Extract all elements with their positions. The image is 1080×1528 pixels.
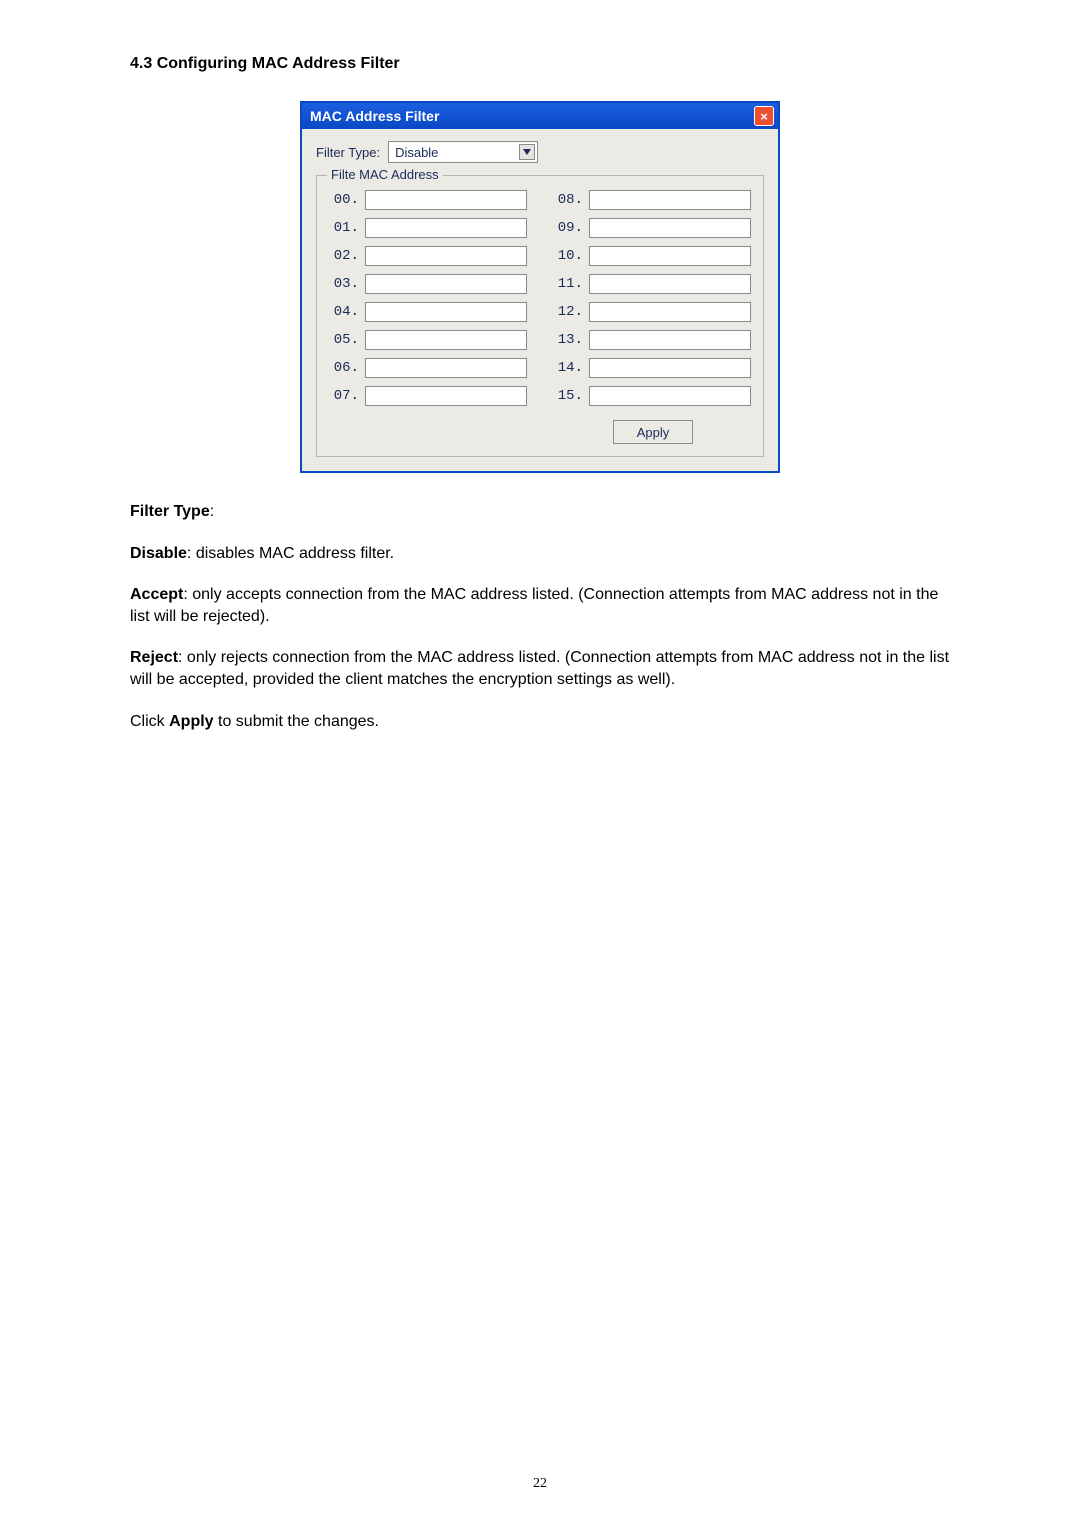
mac-label: 00. xyxy=(329,192,359,208)
mac-label: 05. xyxy=(329,332,359,348)
close-glyph: × xyxy=(760,110,768,123)
mac-input-08[interactable] xyxy=(589,190,751,210)
dialog-title: MAC Address Filter xyxy=(310,108,439,124)
mac-row: 11. xyxy=(553,274,751,294)
mac-input-11[interactable] xyxy=(589,274,751,294)
body-text: Filter Type: Disable: disables MAC addre… xyxy=(130,501,950,732)
chevron-down-icon xyxy=(519,144,535,160)
apply-bold: Apply xyxy=(169,713,213,730)
section-heading: 4.3 Configuring MAC Address Filter xyxy=(130,55,950,73)
mac-label: 03. xyxy=(329,276,359,292)
filter-type-label: Filter Type: xyxy=(316,145,380,160)
groupbox-legend: Filte MAC Address xyxy=(327,167,443,182)
mac-row: 00. xyxy=(329,190,527,210)
mac-input-14[interactable] xyxy=(589,358,751,378)
click-post: to submit the changes. xyxy=(214,713,379,730)
reject-label: Reject xyxy=(130,649,178,666)
mac-row: 01. xyxy=(329,218,527,238)
click-pre: Click xyxy=(130,713,169,730)
mac-label: 11. xyxy=(553,276,583,292)
reject-text: : only rejects connection from the MAC a… xyxy=(130,649,949,688)
mac-label: 14. xyxy=(553,360,583,376)
apply-button-label: Apply xyxy=(637,425,670,440)
mac-row: 15. xyxy=(553,386,751,406)
mac-row: 13. xyxy=(553,330,751,350)
mac-row: 12. xyxy=(553,302,751,322)
mac-label: 02. xyxy=(329,248,359,264)
accept-text: : only accepts connection from the MAC a… xyxy=(130,586,938,625)
mac-input-03[interactable] xyxy=(365,274,527,294)
mac-input-10[interactable] xyxy=(589,246,751,266)
mac-input-01[interactable] xyxy=(365,218,527,238)
mac-row: 02. xyxy=(329,246,527,266)
mac-label: 13. xyxy=(553,332,583,348)
mac-row: 03. xyxy=(329,274,527,294)
mac-row: 04. xyxy=(329,302,527,322)
mac-row: 14. xyxy=(553,358,751,378)
filter-type-value: Disable xyxy=(395,145,438,160)
disable-text: : disables MAC address filter. xyxy=(187,545,394,562)
mac-input-06[interactable] xyxy=(365,358,527,378)
page-number: 22 xyxy=(0,1476,1080,1492)
mac-row: 07. xyxy=(329,386,527,406)
mac-label: 10. xyxy=(553,248,583,264)
mac-row: 10. xyxy=(553,246,751,266)
mac-input-02[interactable] xyxy=(365,246,527,266)
mac-label: 09. xyxy=(553,220,583,236)
mac-label: 12. xyxy=(553,304,583,320)
close-icon[interactable]: × xyxy=(754,106,774,126)
filter-type-row: Filter Type: Disable xyxy=(316,141,764,163)
mac-label: 04. xyxy=(329,304,359,320)
mac-row: 06. xyxy=(329,358,527,378)
mac-input-00[interactable] xyxy=(365,190,527,210)
mac-label: 07. xyxy=(329,388,359,404)
mac-label: 08. xyxy=(553,192,583,208)
mac-label: 15. xyxy=(553,388,583,404)
dialog-body: Filter Type: Disable Filte MAC Address 0… xyxy=(302,129,778,471)
apply-button[interactable]: Apply xyxy=(613,420,693,444)
mac-input-15[interactable] xyxy=(589,386,751,406)
mac-input-09[interactable] xyxy=(589,218,751,238)
mac-input-04[interactable] xyxy=(365,302,527,322)
mac-filter-dialog: MAC Address Filter × Filter Type: Disabl… xyxy=(300,101,780,473)
titlebar: MAC Address Filter × xyxy=(302,103,778,129)
mac-row: 09. xyxy=(553,218,751,238)
mac-address-groupbox: Filte MAC Address 00. 08. 01. xyxy=(316,175,764,457)
filter-type-heading: Filter Type xyxy=(130,503,210,520)
mac-input-13[interactable] xyxy=(589,330,751,350)
mac-input-07[interactable] xyxy=(365,386,527,406)
mac-row: 05. xyxy=(329,330,527,350)
mac-row: 08. xyxy=(553,190,751,210)
mac-input-12[interactable] xyxy=(589,302,751,322)
accept-label: Accept xyxy=(130,586,183,603)
filter-type-select[interactable]: Disable xyxy=(388,141,538,163)
mac-input-05[interactable] xyxy=(365,330,527,350)
mac-label: 06. xyxy=(329,360,359,376)
mac-label: 01. xyxy=(329,220,359,236)
disable-label: Disable xyxy=(130,545,187,562)
